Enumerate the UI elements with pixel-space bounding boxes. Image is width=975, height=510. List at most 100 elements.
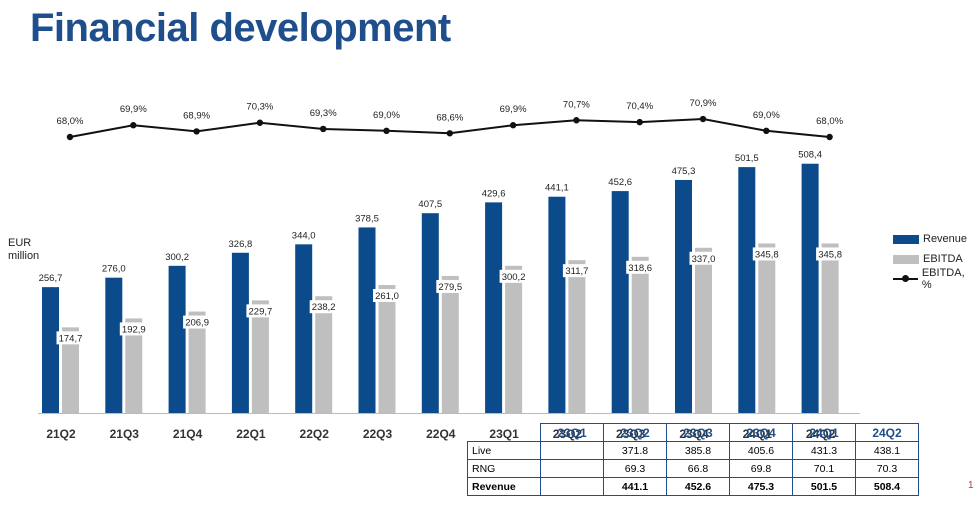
x-tick-label: 21Q4 [173,427,203,441]
ebitda-bar [631,256,649,413]
ebitda-bar [125,318,143,413]
table-cell [540,459,604,478]
chart-legend: Revenue EBITDA EBITDA, % [893,230,975,291]
ebitda-data-label: 279,5 [438,282,462,293]
table-header-cell: 23Q1 [540,423,604,442]
ebitda-margin-point [763,127,770,134]
revenue-data-label: 378,5 [355,213,379,224]
table-header-blank [467,423,541,442]
revenue-data-label: 344,0 [292,230,316,241]
table-header-cell: 23Q2 [603,423,667,442]
ebitda-margin-point [66,133,74,141]
ebitda-margin-label: 69,9% [500,104,527,115]
ebitda-margin-point [256,119,264,126]
ebitda-margin-label: 69,0% [373,110,400,121]
ebitda-bar [505,265,523,413]
ebitda-margin-label: 68,0% [816,116,843,127]
ebitda-label-bg [373,289,401,303]
revenue-bar [105,277,123,413]
legend-label-margin: EBITDA, % [921,267,965,291]
legend-swatch-revenue [893,234,919,244]
ebitda-bar [441,275,459,413]
ebitda-data-label: 238,2 [312,302,336,313]
revenue-data-label: 441,1 [545,183,569,194]
ebitda-label-bg [499,269,528,283]
legend-item-revenue: Revenue [893,230,975,248]
ebitda-bar [568,260,586,413]
table-row-label: Revenue [467,477,541,496]
ebitda-label-bg [119,322,148,336]
page-number: 1 [968,480,974,491]
ebitda-bar [315,296,333,413]
table-cell: 501.5 [792,477,856,496]
table-cell: 438.1 [855,441,919,460]
revenue-data-label: 407,5 [418,199,442,210]
ebitda-label-bg [626,260,655,274]
x-tick-label: 21Q2 [46,427,76,441]
table-cell: 508.4 [855,477,919,496]
revenue-bar [611,191,629,413]
table-row: RNG 69.3 66.8 69.8 70.1 70.3 [467,459,919,478]
table-row-label: Live [467,441,541,460]
revenue-bar [801,163,819,413]
ebitda-margin-point [573,117,580,124]
revenue-data-label: 256,7 [39,273,63,284]
ebitda-label-bg [436,279,465,293]
table-header-cell: 23Q3 [666,423,730,442]
table-cell: 452.6 [666,477,730,496]
revenue-bar [168,265,186,413]
table-cell [540,477,604,496]
table-cell: 69.8 [729,459,793,478]
table-cell: 405.6 [729,441,793,460]
legend-item-ebitda: EBITDA [893,250,975,268]
revenue-data-label: 452,6 [608,177,632,188]
legend-swatch-margin [893,275,918,282]
table-cell: 70.1 [792,459,856,478]
table-cell: 69.3 [603,459,667,478]
table-cell: 66.8 [666,459,730,478]
legend-label-revenue: Revenue [923,233,968,245]
page-title: Financial development [30,6,451,50]
ebitda-margin-label: 70,3% [246,102,273,113]
ebitda-data-label: 229,7 [249,306,273,317]
revenue-bar [295,244,313,413]
revenue-breakdown-table: 23Q1 23Q2 23Q3 23Q4 24Q1 24Q2 Live 371.8… [467,423,919,496]
table-cell: 371.8 [603,441,667,460]
revenue-bar [485,202,503,413]
revenue-bar [675,179,692,413]
revenue-bar [42,287,59,413]
ebitda-margin-label: 70,9% [690,98,717,109]
ebitda-bar [251,300,269,413]
x-tick-label: 22Q3 [363,427,393,441]
revenue-data-label: 508,4 [798,150,822,161]
ebitda-margin-label: 69,9% [120,104,147,115]
ebitda-margin-point [699,115,707,123]
ebitda-bar [62,327,79,413]
ebitda-margin-point [446,130,453,137]
ebitda-margin-label: 70,7% [563,99,590,110]
table-cell: 475.3 [729,477,793,496]
table-cell: 70.3 [855,459,919,478]
table-cell: 441.1 [603,477,667,496]
ebitda-label-bg [562,264,591,278]
ebitda-label-bg [246,304,275,318]
ebitda-label-bg [689,251,718,265]
revenue-data-label: 501,5 [735,153,759,164]
ebitda-data-label: 318,6 [628,263,652,274]
ebitda-data-label: 345,8 [755,249,779,260]
x-tick-label: 22Q2 [300,427,330,441]
table-row-total: Revenue 441.1 452.6 475.3 501.5 508.4 [467,477,919,496]
ebitda-data-label: 311,7 [565,266,588,277]
ebitda-label-bg [309,300,338,314]
revenue-data-label: 326,8 [229,239,253,250]
revenue-bar [358,227,376,413]
ebitda-margin-label: 68,0% [57,116,84,127]
ebitda-margin-point [320,125,327,133]
revenue-bar [231,252,249,413]
ebitda-data-label: 300,2 [502,272,526,283]
ebitda-bar [821,243,839,413]
table-cell [540,441,604,460]
ebitda-margin-label: 70,4% [626,101,653,112]
ebitda-bar [695,247,712,413]
table-header-cell: 24Q2 [855,423,919,442]
